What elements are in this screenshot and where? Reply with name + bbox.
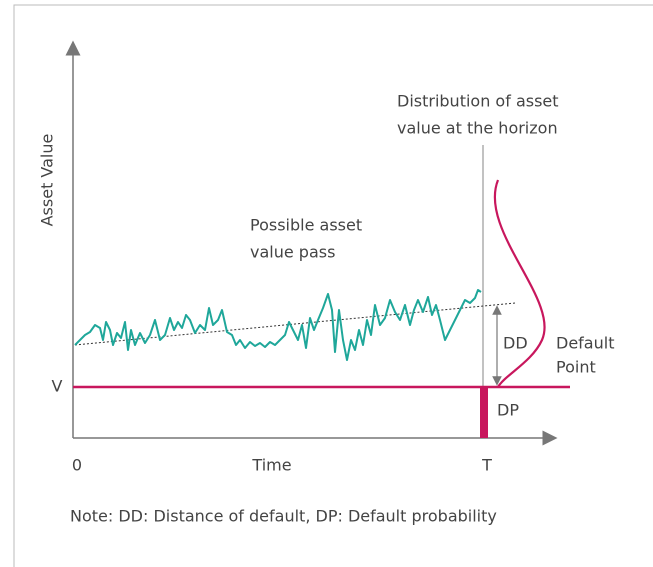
v-label: V [52,377,63,396]
y-axis-label: Asset Value [38,134,57,227]
dd-label: DD [503,334,528,353]
distribution-curve [493,179,546,388]
default-point-label: Default [556,334,614,353]
trend-line [74,302,516,346]
distribution-label: value at the horizon [397,119,558,138]
path-label: Possible asset [250,216,362,235]
note: Note: DD: Distance of default, DP: Defau… [70,507,497,526]
horizon-label: T [481,456,492,475]
frame [13,4,653,567]
dp-label: DP [497,401,519,420]
origin-label: 0 [72,456,82,475]
distribution-label: Distribution of asset [397,92,559,111]
asset-path [74,289,482,361]
dp-bar [480,387,488,438]
path-label: value pass [250,243,335,262]
default-point-label: Point [556,358,596,377]
x-axis-label: Time [251,456,291,475]
